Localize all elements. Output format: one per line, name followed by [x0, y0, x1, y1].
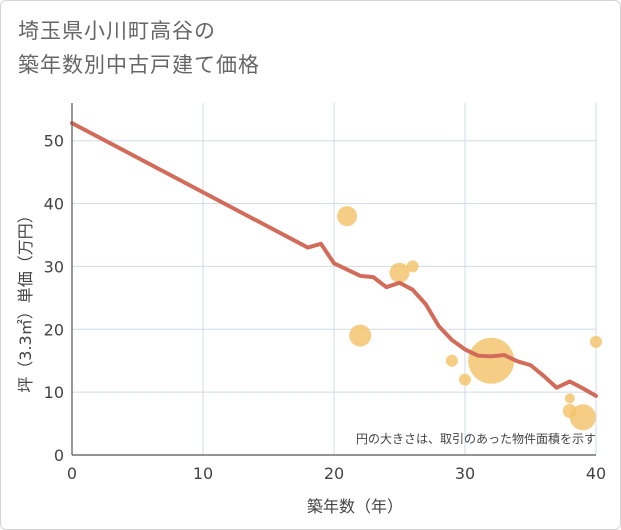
y-tick-label: 0 [54, 446, 64, 465]
title-line-2: 築年数別中古戸建て価格 [18, 53, 260, 77]
x-axis-title: 築年数（年） [307, 497, 403, 516]
x-tick-label: 10 [193, 464, 213, 483]
bubble-point [337, 206, 358, 227]
title-line-1: 埼玉県小川町高谷の [18, 19, 216, 43]
y-tick-label: 40 [44, 195, 64, 214]
bubble-layer [337, 206, 602, 431]
y-tick-label: 10 [44, 383, 64, 402]
axes [71, 103, 596, 456]
y-axis-title: 坪（3.3㎡）単価（万円） [16, 207, 35, 392]
bubble-point [389, 262, 410, 283]
bubble-point [590, 335, 602, 348]
bubble-point [445, 354, 458, 367]
x-tick-label: 0 [67, 464, 77, 483]
size-note: 円の大きさは、取引のあった物件面積を示す [356, 431, 596, 446]
x-tick-label: 20 [324, 464, 344, 483]
bubble-point [349, 324, 372, 347]
bubble-point [459, 373, 471, 386]
chart-title: 埼玉県小川町高谷の 築年数別中古戸建て価格 [18, 14, 260, 82]
grid [72, 103, 597, 455]
x-tick-label: 40 [586, 464, 606, 483]
trend-line [70, 121, 598, 398]
bubble-point [564, 393, 575, 404]
bubble-point [569, 404, 596, 431]
bubble-point [406, 260, 419, 273]
y-tick-label: 30 [44, 257, 64, 276]
tick-labels: 0 10 20 30 40 0 10 20 30 40 50 [44, 132, 607, 483]
bubble-point [468, 337, 515, 384]
y-tick-label: 50 [44, 132, 64, 151]
x-tick-label: 30 [455, 464, 475, 483]
trend-layer [70, 121, 598, 398]
y-tick-label: 20 [44, 320, 64, 339]
